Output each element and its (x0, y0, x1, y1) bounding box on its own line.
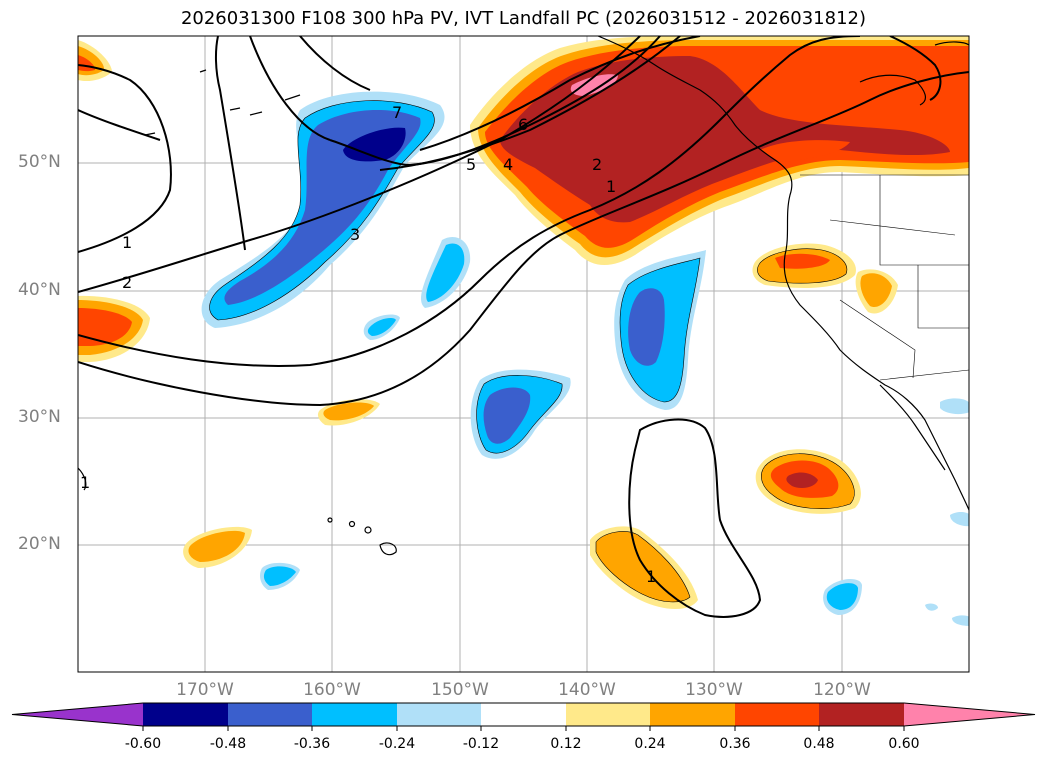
pv-contours (78, 36, 969, 618)
contour-label: 7 (392, 103, 402, 122)
contour-label: 2 (592, 155, 602, 174)
map-frame (77, 35, 970, 673)
colorbar-swatch (819, 703, 904, 726)
contour-label: 1 (80, 473, 90, 492)
colorbar-tick-label: 0.12 (550, 736, 582, 752)
contour-label: 2 (122, 273, 132, 292)
contour-label: 1 (646, 567, 656, 586)
colorbar-tick-label: -0.48 (209, 736, 247, 752)
colorbar-tick-label: -0.24 (378, 736, 416, 752)
lat-tick-label: 40°N (18, 280, 61, 300)
lon-tick-label: 130°W (685, 680, 743, 700)
lat-tick-label: 30°N (18, 407, 61, 427)
colorbar-tick-label: -0.36 (293, 736, 331, 752)
colorbar-swatch (312, 703, 397, 726)
contour-label: 3 (350, 225, 360, 244)
colorbar-swatch (566, 703, 650, 726)
colorbar-swatch (650, 703, 735, 726)
lat-tick-label: 50°N (18, 152, 61, 172)
lon-tick-label: 160°W (303, 680, 361, 700)
colorbar-tick-label: -0.60 (124, 736, 162, 752)
colorbar-tick-label: -0.12 (462, 736, 500, 752)
contour-label: 6 (518, 115, 528, 134)
colorbar-swatch (397, 703, 481, 726)
colorbar-swatch (735, 703, 819, 726)
anomaly-outlines (209, 100, 855, 603)
contour-label: 5 (466, 155, 476, 174)
lon-tick-label: 120°W (813, 680, 871, 700)
lon-tick-label: 150°W (431, 680, 489, 700)
coastlines (78, 36, 969, 556)
borders (800, 174, 969, 381)
lon-tick-label: 140°W (558, 680, 616, 700)
colorbar-tick-label: 0.24 (634, 736, 666, 752)
colorbar-swatch (481, 703, 566, 726)
colorbar-swatch (228, 703, 312, 726)
contour-label: 1 (122, 233, 132, 252)
colorbar-tick-label: 0.36 (719, 736, 751, 752)
colorbar-tick-label: 0.60 (888, 736, 920, 752)
colorbar-extend-right (904, 703, 1035, 726)
colorbar-swatch (143, 703, 228, 726)
contour-label: 4 (503, 155, 513, 174)
map-plot: 1 2 3 4 5 6 7 2 1 1 1 (77, 35, 970, 673)
contour-label-layer: 1 2 3 4 5 6 7 2 1 1 1 (80, 103, 656, 586)
colorbar-tick-label: 0.48 (803, 736, 835, 752)
lat-tick-label: 20°N (18, 534, 61, 554)
contour-label: 1 (606, 177, 616, 196)
map-title: 2026031300 F108 300 hPa PV, IVT Landfall… (180, 8, 867, 29)
lon-tick-label: 170°W (176, 680, 234, 700)
colorbar-extend-left (12, 703, 143, 726)
